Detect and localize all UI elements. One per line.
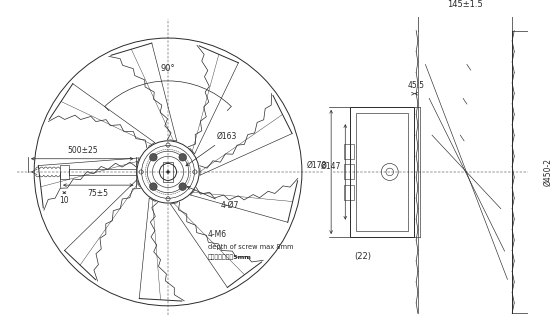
Circle shape: [179, 183, 187, 190]
Text: Ø178: Ø178: [307, 161, 327, 170]
Text: 10: 10: [59, 196, 69, 204]
Bar: [345, 144, 354, 159]
Bar: [356, 112, 408, 231]
Text: 500±25: 500±25: [67, 146, 98, 155]
Text: 90°: 90°: [161, 64, 176, 73]
Bar: [60, 165, 69, 179]
Text: (22): (22): [354, 252, 371, 261]
Circle shape: [150, 183, 157, 190]
Text: 145±1.5: 145±1.5: [447, 0, 483, 9]
Text: depth of screw max 8mm: depth of screw max 8mm: [208, 244, 293, 250]
Bar: [350, 107, 414, 237]
Text: 45.5: 45.5: [408, 81, 424, 90]
Bar: [345, 164, 354, 180]
Text: 4-M6: 4-M6: [208, 231, 227, 239]
Text: 正转方向顺时元5mm: 正转方向顺时元5mm: [208, 255, 252, 261]
Text: Ø147: Ø147: [321, 162, 341, 171]
Circle shape: [166, 170, 170, 174]
Text: Ø163: Ø163: [186, 132, 238, 166]
Text: Ø450-2: Ø450-2: [543, 158, 552, 186]
Text: 4-Ø7: 4-Ø7: [187, 186, 239, 210]
Circle shape: [179, 153, 187, 161]
Text: 75±5: 75±5: [88, 189, 109, 198]
Circle shape: [150, 153, 157, 161]
Bar: [345, 185, 354, 200]
Bar: [163, 162, 173, 182]
